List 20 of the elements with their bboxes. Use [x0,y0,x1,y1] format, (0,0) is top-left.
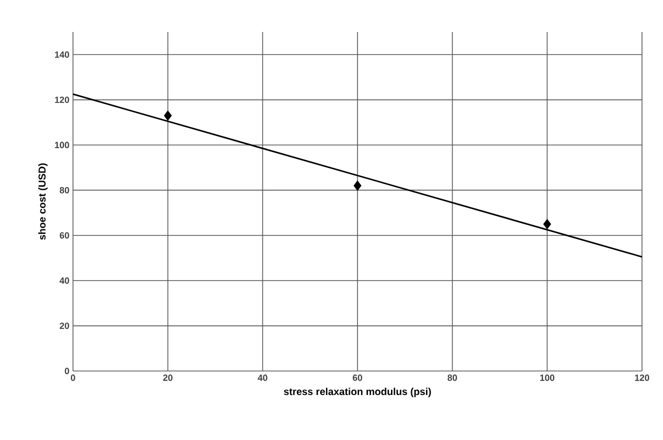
x-axis-title: stress relaxation modulus (psi) [284,388,431,398]
y-tick-label: 120 [55,96,70,103]
y-axis-title: shoe cost (USD) [38,163,48,240]
y-tick-label: 140 [55,51,70,58]
point [543,218,552,230]
point [164,110,172,121]
y-tick-label: 60 [60,232,70,239]
y-tick-label: 40 [60,277,70,284]
x-tick-label: 0 [70,374,76,381]
x-tick-label: 100 [540,374,554,381]
x-tick-label: 20 [163,374,172,381]
y-tick-label: 0 [64,368,70,374]
x-tick-label: 40 [258,374,268,381]
x-tick-label: 60 [352,374,362,381]
y-tick-label: 20 [60,322,70,329]
point [354,180,362,191]
x-tick-label: 120 [635,374,650,381]
y-tick-label: 80 [60,187,70,194]
x-tick-label: 80 [448,374,457,381]
y-tick-label: 100 [55,142,70,148]
